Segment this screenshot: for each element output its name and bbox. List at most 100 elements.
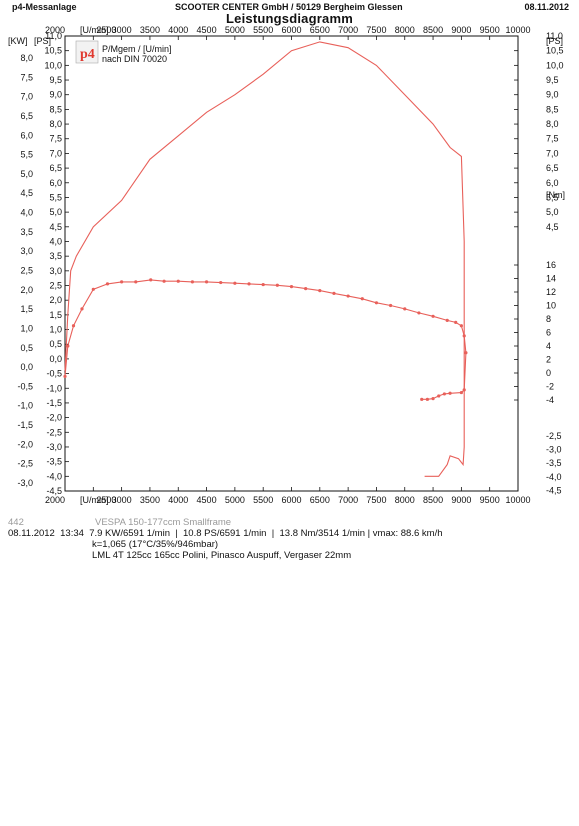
x-tick-label-bottom: 6000 (281, 495, 301, 505)
ps-tick-label-left: 8,0 (49, 119, 62, 129)
ps-tick-label-left: 11,0 (45, 31, 62, 41)
power-curve (64, 41, 465, 477)
ps-tick-label-left: 1,0 (49, 325, 62, 335)
torque-point (431, 314, 435, 318)
x-tick-label-bottom: 7500 (366, 495, 386, 505)
kw-tick-label: -3,0 (17, 478, 33, 488)
kw-tick-label: -1,5 (17, 420, 33, 430)
torque-point (190, 280, 195, 284)
ps-tick-label-left: 2,0 (49, 295, 62, 305)
torque-point (134, 280, 138, 284)
legend-line2: nach DIN 70020 (102, 54, 167, 64)
torque-point (71, 324, 76, 328)
run-id: 442 (8, 517, 24, 528)
x-tick-label-bottom: 8500 (423, 495, 443, 505)
header-center: SCOOTER CENTER GmbH / 50129 Bergheim Gle… (175, 2, 403, 12)
ps-tick-label-left: -4,5 (46, 486, 62, 496)
torque-point (332, 291, 336, 295)
chart-title: Leistungsdiagramm (226, 11, 353, 26)
x-tick-label-bottom: 9500 (480, 495, 500, 505)
x-tick-label-top: 4000 (168, 25, 188, 35)
torque-point (304, 287, 308, 291)
ps-tick-label-left: 0,0 (49, 354, 62, 364)
ps-tick-label-right: 8,5 (546, 104, 559, 114)
nm-tick-label: 2 (546, 355, 551, 365)
ps-tick-label-left: 10,5 (44, 46, 62, 56)
kw-tick-label: -2,5 (17, 459, 33, 469)
nm-tick-label: 8 (546, 314, 551, 324)
kw-tick-label: 2,0 (20, 285, 33, 295)
ps-tick-label-left: 3,5 (49, 251, 62, 261)
x-tick-label-bottom: 5000 (225, 495, 245, 505)
x-tick-label-top: 3000 (112, 25, 132, 35)
ps-tick-label-right: 10,0 (546, 60, 564, 70)
ps-result: 10.8 PS/6591 1/min (183, 528, 267, 539)
kw-tick-label: 1,0 (20, 323, 33, 333)
torque-point (162, 279, 166, 283)
x-tick-label-bottom: 7000 (338, 495, 358, 505)
kw-result: 7.9 KW/6591 1/min (89, 528, 170, 539)
ps-tick-label-right-lower: -3,0 (546, 445, 562, 455)
torque-point (388, 303, 393, 308)
x-tick-label-top: 10000 (505, 25, 530, 35)
torque-curve (64, 279, 467, 400)
nm-tick-label: 12 (546, 287, 556, 297)
ps-tick-label-left: 5,0 (49, 207, 62, 217)
torque-point (448, 391, 452, 395)
nm-axis-label: [Nm] (546, 190, 565, 200)
x-tick-label-top: 2500 (96, 25, 116, 35)
x-tick-label-bottom: 5500 (253, 495, 273, 505)
ps-tick-label-right: 7,5 (546, 134, 559, 144)
ps-tick-label-right: 10,5 (546, 46, 564, 56)
x-tick-label-bottom: 8000 (395, 495, 415, 505)
ps-tick-label-right: 5,0 (546, 207, 559, 217)
kw-tick-label: 0,5 (20, 343, 33, 353)
vmax-result: vmax: 88.6 km/h (372, 528, 443, 539)
ps-tick-label-left: -4,0 (46, 471, 62, 481)
ps-tick-label-left: 5,5 (49, 192, 62, 202)
x-tick-label-bottom: 6500 (310, 495, 330, 505)
plot-frame (64, 35, 519, 492)
torque-point (105, 282, 110, 286)
torque-point (459, 324, 463, 328)
header-left: p4-Messanlage (12, 2, 77, 12)
ps-tick-label-left: 7,0 (49, 148, 62, 158)
torque-point (66, 344, 70, 348)
torque-result: 13.8 Nm/3514 1/min (279, 528, 366, 539)
torque-point (176, 279, 180, 283)
ps-tick-label-left: -0,5 (46, 369, 62, 379)
kw-tick-label: -1,0 (17, 401, 33, 411)
torque-point (149, 278, 153, 282)
ps-tick-label-left: 7,5 (49, 134, 62, 144)
ps-tick-label-right-lower: -4,5 (546, 485, 562, 495)
kw-tick-label: 7,5 (20, 72, 33, 82)
nm-tick-label: 0 (546, 368, 551, 378)
ps-tick-label-right-lower: -3,5 (546, 458, 562, 468)
torque-point (346, 294, 350, 298)
ps-axis-label-left: [PS] (34, 36, 51, 46)
ps-tick-label-left: -2,5 (46, 427, 62, 437)
torque-point (420, 397, 424, 401)
x-tick-label-top: 8500 (423, 25, 443, 35)
torque-point (403, 307, 407, 311)
torque-point (233, 281, 237, 285)
ps-tick-label-right: 6,0 (546, 178, 559, 188)
torque-point (204, 280, 209, 284)
nm-tick-label: -4 (546, 395, 554, 405)
x-unit-label-top: [U/min] (80, 25, 109, 35)
torque-point (261, 282, 265, 287)
ps-tick-label-right: 4,5 (546, 222, 559, 232)
x-tick-label-top: 2000 (45, 25, 65, 35)
x-tick-label-top: 6000 (281, 25, 301, 35)
kw-tick-label: 2,5 (20, 266, 33, 276)
legend-line1: P/Mgem / [U/min] (102, 44, 172, 54)
x-tick-label-top: 9000 (451, 25, 471, 35)
kw-tick-label: 4,5 (20, 188, 33, 198)
ps-axis-label-right: [PS] (546, 36, 563, 46)
x-tick-label-bottom: 10000 (505, 495, 530, 505)
ps-tick-label-left: 9,5 (49, 75, 62, 85)
x-tick-label-top: 4500 (197, 25, 217, 35)
ps-tick-label-right: 5,5 (546, 192, 559, 202)
ps-tick-label-right: 7,0 (546, 148, 559, 158)
ps-tick-label-left: 1,5 (49, 310, 62, 320)
